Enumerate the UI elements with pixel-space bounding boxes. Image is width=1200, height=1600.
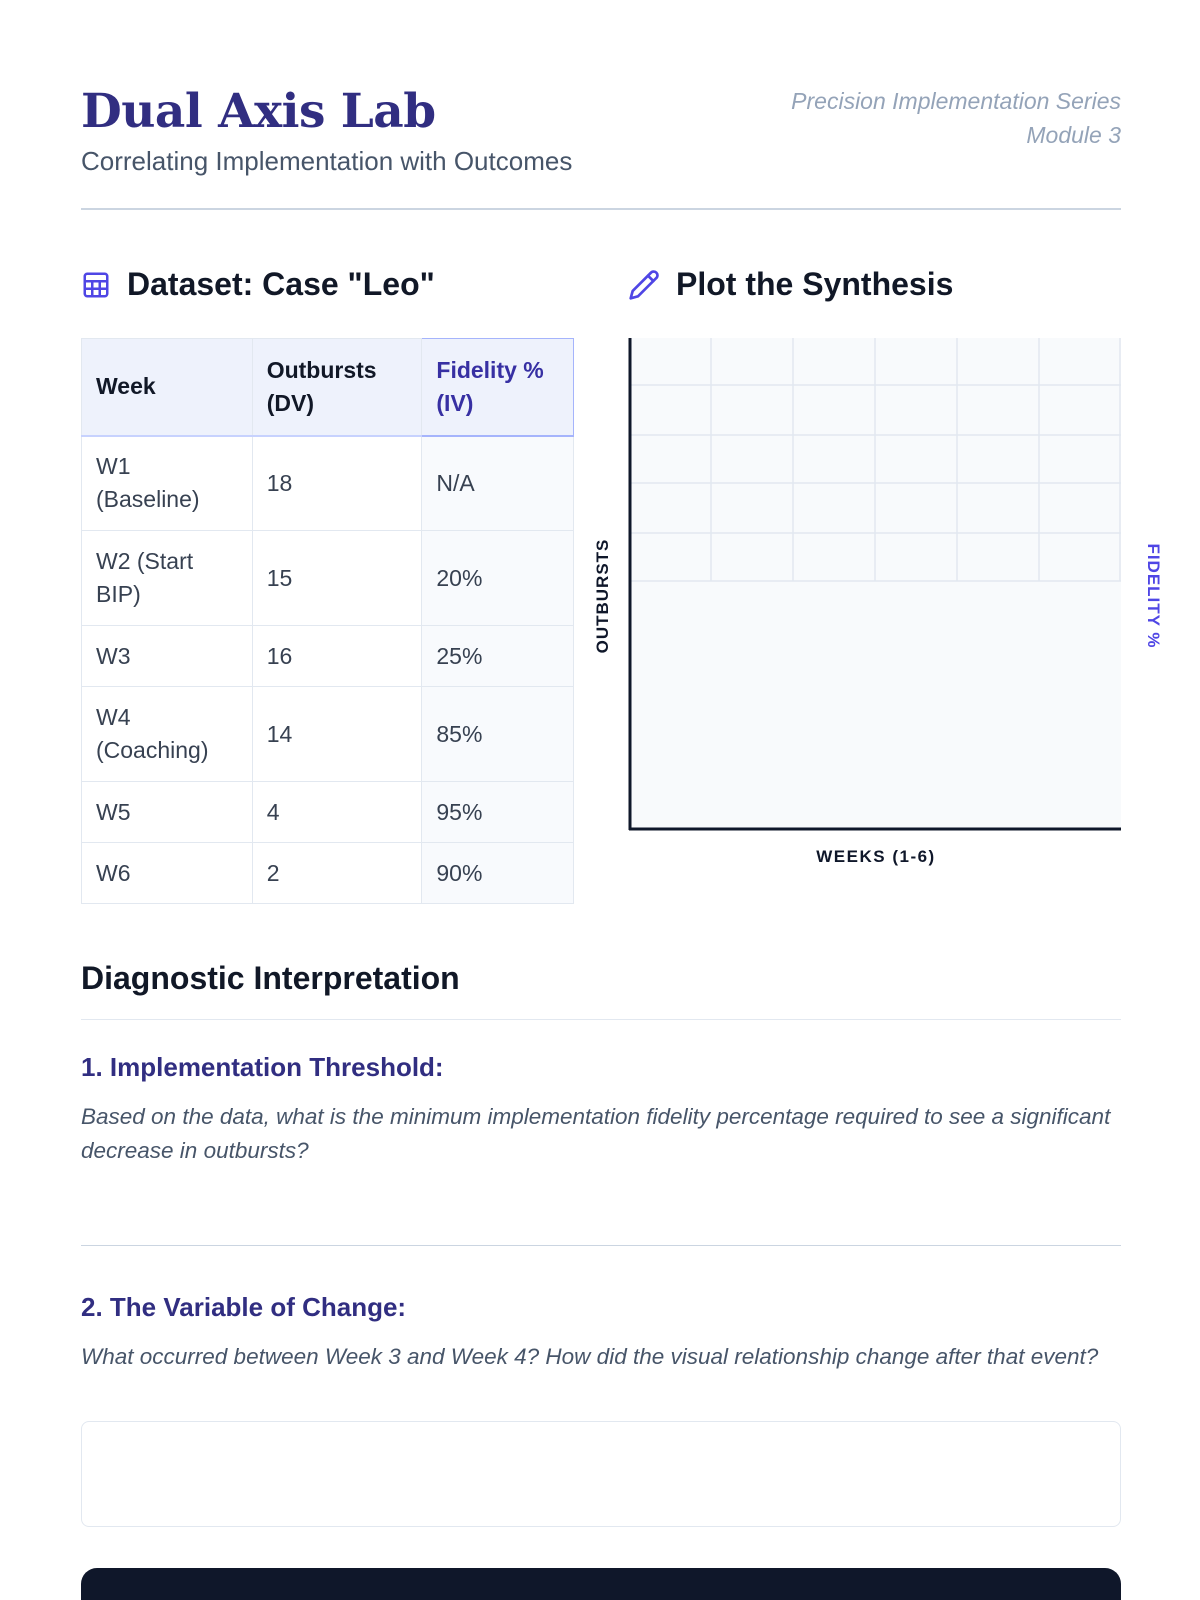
- worksheet-header: Dual Axis Lab Correlating Implementation…: [81, 84, 1121, 210]
- cell-fidelity: 85%: [421, 686, 574, 782]
- module-label: Module 3: [1026, 122, 1121, 148]
- dataset-heading: Dataset: Case "Leo": [81, 266, 435, 303]
- cell-fidelity: 90%: [421, 842, 574, 904]
- cell-outbursts: 15: [251, 530, 423, 626]
- table-row: W3 16 25%: [81, 625, 574, 687]
- series-info: Precision Implementation Series Module 3: [791, 84, 1121, 152]
- diagnostic-section: Diagnostic Interpretation: [81, 960, 1121, 1020]
- cell-week: W5: [81, 781, 253, 843]
- cell-week: W4 (Coaching): [81, 686, 253, 782]
- page-title: Dual Axis Lab: [81, 84, 436, 139]
- cell-outbursts: 14: [251, 686, 423, 782]
- table-row: W2 (Start BIP) 15 20%: [81, 530, 574, 626]
- cell-outbursts: 18: [251, 435, 423, 531]
- dataset-heading-label: Dataset: Case "Leo": [127, 266, 435, 302]
- submit-button[interactable]: [81, 1568, 1121, 1600]
- diagnostic-heading: Diagnostic Interpretation: [81, 960, 1121, 1020]
- y-right-axis-label: FIDELITY %: [1144, 543, 1163, 648]
- column-header-week: Week: [81, 338, 253, 437]
- question-2-title: 2. The Variable of Change:: [81, 1292, 407, 1322]
- plot-grid: [629, 338, 1121, 582]
- column-header-fidelity: Fidelity % (IV): [421, 338, 574, 437]
- table-icon: [83, 272, 109, 297]
- table-row: W4 (Coaching) 14 85%: [81, 686, 574, 782]
- cell-outbursts: 16: [251, 625, 423, 687]
- cell-week: W3: [81, 625, 253, 687]
- plot-area[interactable]: OUTBURSTS FIDELITY % WEEKS (1-6): [584, 338, 1184, 878]
- plot-heading-label: Plot the Synthesis: [676, 266, 954, 302]
- table-row: W5 4 95%: [81, 781, 574, 843]
- question-1-title: 1. Implementation Threshold:: [81, 1052, 444, 1082]
- pencil-icon: [629, 269, 659, 300]
- cell-fidelity: 95%: [421, 781, 574, 843]
- y-left-axis-label: OUTBURSTS: [593, 539, 612, 654]
- table-header-row: Week Outbursts (DV) Fidelity % (IV): [81, 338, 574, 437]
- cell-week: W1 (Baseline): [81, 435, 253, 531]
- cell-outbursts: 4: [251, 781, 423, 843]
- column-header-outbursts: Outbursts (DV): [251, 338, 423, 437]
- blank-dual-axis-plot[interactable]: OUTBURSTS FIDELITY % WEEKS (1-6): [584, 338, 1184, 878]
- x-axis-label: WEEKS (1-6): [816, 847, 935, 866]
- cell-week: W2 (Start BIP): [81, 530, 253, 626]
- series-name: Precision Implementation Series: [791, 88, 1121, 114]
- cell-fidelity: N/A: [421, 435, 574, 531]
- question-2-answer-box[interactable]: [81, 1421, 1121, 1527]
- cell-fidelity: 20%: [421, 530, 574, 626]
- question-2-text: What occurred between Week 3 and Week 4?…: [81, 1344, 1099, 1369]
- dataset-table: Week Outbursts (DV) Fidelity % (IV) W1 (…: [81, 338, 574, 904]
- cell-week: W6: [81, 842, 253, 904]
- plot-heading: Plot the Synthesis: [628, 266, 953, 303]
- question-1-text: Based on the data, what is the minimum i…: [81, 1104, 1111, 1163]
- cell-fidelity: 25%: [421, 625, 574, 687]
- page-subtitle: Correlating Implementation with Outcomes: [81, 146, 573, 176]
- table-row: W6 2 90%: [81, 842, 574, 904]
- cell-outbursts: 2: [251, 842, 423, 904]
- question-divider: [81, 1245, 1121, 1246]
- table-row: W1 (Baseline) 18 N/A: [81, 435, 574, 531]
